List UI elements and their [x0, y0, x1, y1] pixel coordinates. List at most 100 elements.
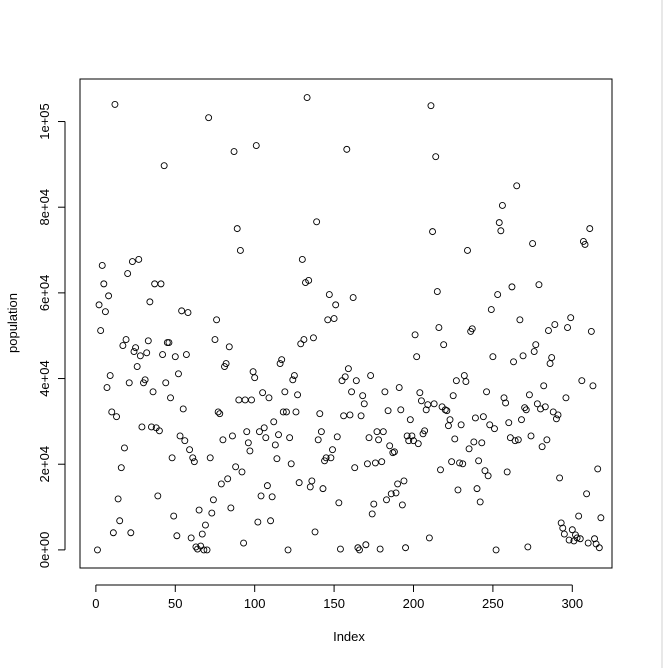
point	[325, 291, 333, 299]
point	[513, 182, 521, 190]
point	[132, 344, 140, 352]
point	[359, 392, 367, 400]
point	[187, 534, 195, 542]
point	[527, 432, 535, 440]
point	[168, 454, 176, 462]
point	[591, 535, 598, 543]
point	[176, 432, 184, 440]
point	[117, 464, 125, 472]
point	[178, 307, 186, 315]
point	[575, 512, 583, 520]
point	[259, 389, 267, 397]
point	[138, 423, 146, 431]
point	[171, 353, 179, 361]
y-tick-label: 4e+04	[37, 360, 52, 397]
point	[508, 283, 516, 291]
point	[475, 457, 483, 465]
point	[459, 460, 467, 468]
point	[216, 410, 224, 418]
point	[263, 482, 271, 490]
point	[384, 407, 392, 415]
point	[144, 337, 152, 345]
point	[476, 498, 484, 506]
point	[560, 530, 568, 538]
point	[103, 384, 111, 391]
point	[313, 218, 321, 226]
point	[479, 413, 487, 421]
point	[354, 544, 362, 552]
point	[390, 448, 398, 456]
y-axis-label: population	[5, 293, 20, 353]
point	[402, 544, 410, 552]
point	[446, 416, 454, 424]
point	[284, 546, 292, 554]
point	[487, 306, 495, 314]
point	[583, 490, 591, 498]
point	[503, 468, 511, 476]
x-tick-label: 150	[323, 596, 345, 611]
point	[389, 449, 397, 457]
point	[170, 512, 178, 520]
point	[535, 281, 543, 289]
point	[551, 321, 559, 329]
point	[195, 506, 203, 514]
x-tick-label: 50	[168, 596, 182, 611]
point	[519, 352, 527, 360]
point	[425, 534, 433, 542]
point	[287, 460, 295, 468]
point	[486, 421, 494, 429]
point	[454, 486, 462, 494]
point	[548, 354, 556, 362]
point	[214, 408, 222, 416]
point	[457, 421, 465, 429]
point	[209, 496, 217, 504]
point	[462, 378, 470, 385]
point	[540, 382, 548, 390]
point	[252, 142, 260, 149]
point	[243, 428, 251, 436]
point	[422, 406, 430, 414]
point	[351, 464, 359, 472]
point	[397, 406, 405, 414]
point	[95, 301, 103, 309]
point	[427, 102, 435, 110]
point	[483, 388, 490, 396]
point	[124, 270, 132, 278]
point	[498, 202, 506, 209]
point	[232, 463, 240, 471]
point	[184, 309, 192, 317]
point	[360, 400, 368, 408]
y-tick-label: 0e+00	[37, 532, 52, 569]
point	[236, 247, 244, 254]
point	[136, 352, 144, 360]
y-tick-label: 2e+04	[37, 446, 52, 483]
point	[356, 546, 363, 554]
point	[581, 241, 589, 248]
point	[148, 423, 155, 431]
point	[271, 441, 279, 449]
y-tick-label: 1e+05	[37, 103, 52, 140]
point	[300, 336, 308, 344]
point	[532, 341, 540, 349]
point	[411, 331, 419, 339]
point	[429, 228, 436, 236]
point	[125, 379, 133, 387]
point	[101, 308, 109, 316]
point	[149, 388, 157, 396]
point	[514, 436, 522, 444]
point	[248, 396, 255, 404]
point	[400, 477, 408, 485]
point	[456, 459, 463, 467]
point	[192, 543, 200, 551]
point	[330, 315, 338, 323]
point	[573, 534, 581, 542]
point	[352, 377, 360, 385]
point	[473, 485, 481, 493]
point	[521, 404, 529, 412]
point	[268, 493, 276, 501]
x-tick-label: 100	[244, 596, 266, 611]
point	[122, 336, 130, 344]
point	[206, 454, 214, 462]
point	[505, 419, 513, 427]
